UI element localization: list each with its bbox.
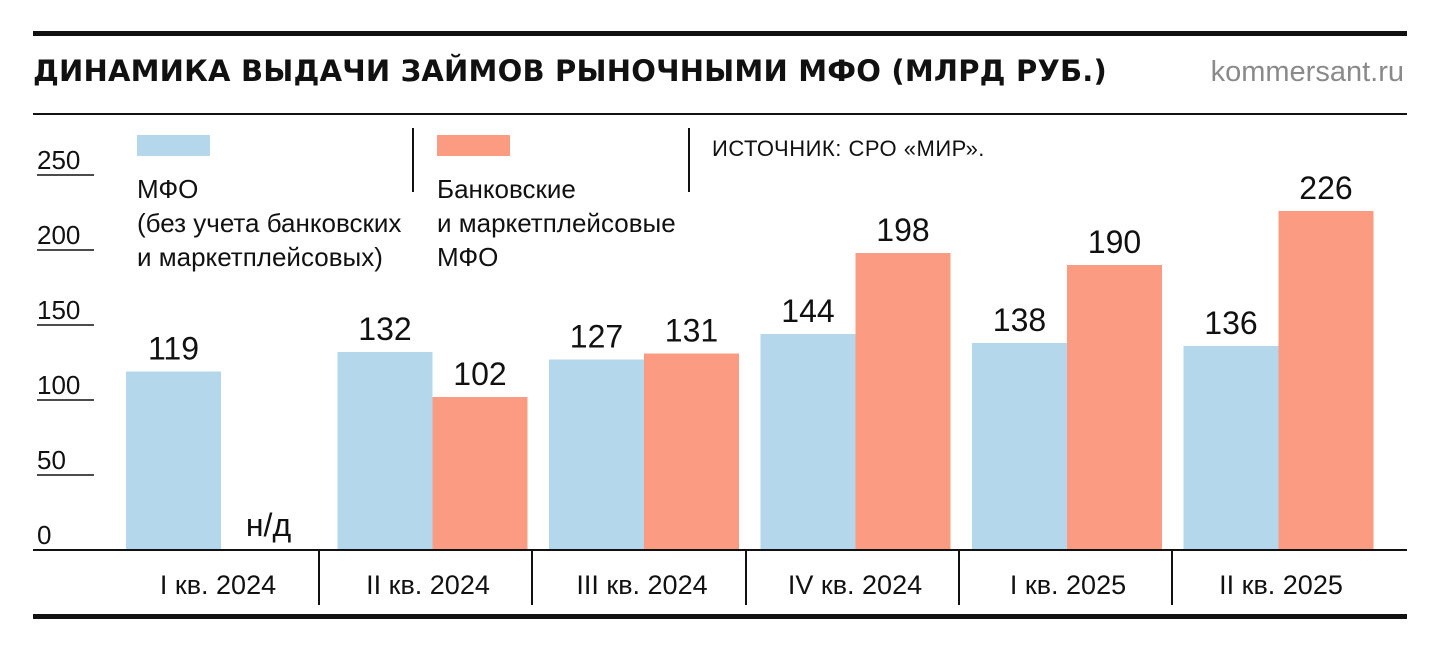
x-category-label: II кв. 2024 xyxy=(366,570,490,600)
x-category-label: IV кв. 2024 xyxy=(788,570,922,600)
bar-value-label: 119 xyxy=(148,331,199,367)
legend-label-bank: Банковские и маркетплейсовые МФО xyxy=(437,174,676,272)
bar-value-label: 132 xyxy=(358,311,411,347)
legend-swatch-mfo xyxy=(137,135,210,156)
bar xyxy=(549,359,644,550)
header-rule xyxy=(33,113,1407,115)
bar-value-label: 136 xyxy=(1204,305,1257,341)
bar xyxy=(337,352,433,550)
x-category-label: III кв. 2024 xyxy=(576,570,707,600)
legend-label-mfo: МФО (без учета банковских и маркетплейсо… xyxy=(137,174,402,272)
legend-swatch-bank xyxy=(437,135,510,156)
y-tick-label: 250 xyxy=(37,145,80,175)
bar xyxy=(1183,346,1279,550)
bar xyxy=(126,371,221,550)
y-tick-label: 100 xyxy=(37,370,80,400)
bar-value-label: 127 xyxy=(570,319,623,355)
x-category-label: I кв. 2024 xyxy=(160,570,276,600)
bar-value-label: 138 xyxy=(993,302,1046,338)
bar xyxy=(855,253,951,550)
x-category-label: I кв. 2025 xyxy=(1010,570,1126,600)
bar xyxy=(1067,265,1162,550)
bottom-rule xyxy=(33,614,1407,619)
bar xyxy=(760,334,856,550)
bar xyxy=(1278,211,1374,550)
missing-value-label: н/д xyxy=(246,507,292,543)
y-tick-label: 50 xyxy=(37,445,66,475)
top-rule xyxy=(33,31,1407,36)
bar-value-label: 226 xyxy=(1299,170,1352,206)
y-tick-label: 0 xyxy=(37,520,51,550)
bar-value-label: 131 xyxy=(665,313,718,349)
bar-value-label: 102 xyxy=(453,356,506,392)
site-credit: kommersant.ru xyxy=(1210,56,1404,88)
bar xyxy=(432,397,528,550)
x-category-label: II кв. 2025 xyxy=(1219,570,1343,600)
bar xyxy=(644,353,739,550)
y-tick-label: 150 xyxy=(37,295,80,325)
bar xyxy=(972,343,1067,550)
bar-value-label: 144 xyxy=(781,293,834,329)
legend-divider xyxy=(412,128,414,192)
y-tick-label: 200 xyxy=(37,220,80,250)
chart-title: ДИНАМИКА ВЫДАЧИ ЗАЙМОВ РЫНОЧНЫМИ МФО (МЛ… xyxy=(33,54,1107,88)
bar-value-label: 198 xyxy=(876,212,929,248)
source-note: ИСТОЧНИК: СРО «МИР». xyxy=(712,136,985,161)
legend-divider xyxy=(688,128,690,192)
bar-value-label: 190 xyxy=(1088,224,1141,260)
